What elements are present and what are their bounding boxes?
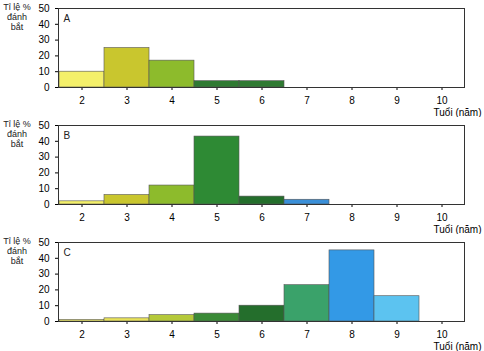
svg-text:40: 40: [38, 19, 50, 30]
svg-text:2: 2: [79, 212, 85, 223]
svg-text:C: C: [64, 247, 71, 258]
html-text:Tỉ lệ % đánh bắt: Tỉ lệ % đánh bắt: [3, 236, 31, 266]
svg-text:5: 5: [214, 95, 220, 106]
svg-text:9: 9: [394, 329, 400, 340]
svg-text:0: 0: [44, 316, 50, 327]
svg-text:20: 20: [38, 167, 50, 178]
svg-text:10: 10: [38, 183, 50, 194]
svg-text:4: 4: [169, 95, 175, 106]
svg-text:6: 6: [259, 329, 265, 340]
svg-text:10: 10: [436, 212, 448, 223]
svg-text:20: 20: [38, 284, 50, 295]
svg-text:10: 10: [436, 95, 448, 106]
svg-text:10: 10: [38, 300, 50, 311]
svg-text:40: 40: [38, 253, 50, 264]
svg-text:5: 5: [214, 329, 220, 340]
html-text:Tỉ lệ % đánh bắt: Tỉ lệ % đánh bắt: [3, 2, 31, 32]
svg-text:50: 50: [38, 3, 50, 14]
svg-text:7: 7: [304, 329, 310, 340]
svg-text:Tuổi (năm): Tuổi (năm): [434, 224, 482, 235]
svg-text:Tuổi (năm): Tuổi (năm): [434, 341, 482, 351]
svg-text:50: 50: [38, 237, 50, 248]
svg-text:3: 3: [124, 212, 130, 223]
svg-text:B: B: [64, 130, 71, 141]
svg-text:30: 30: [38, 268, 50, 279]
svg-text:20: 20: [38, 50, 50, 61]
svg-text:30: 30: [38, 151, 50, 162]
svg-text:6: 6: [259, 212, 265, 223]
svg-text:2: 2: [79, 329, 85, 340]
svg-text:40: 40: [38, 136, 50, 147]
svg-text:2: 2: [79, 95, 85, 106]
svg-text:4: 4: [169, 212, 175, 223]
svg-text:0: 0: [44, 199, 50, 210]
html-text:Tỉ lệ % đánh bắt: Tỉ lệ % đánh bắt: [3, 119, 31, 149]
svg-text:50: 50: [38, 120, 50, 131]
svg-text:A: A: [64, 13, 71, 24]
svg-text:30: 30: [38, 34, 50, 45]
svg-text:7: 7: [304, 212, 310, 223]
svg-text:5: 5: [214, 212, 220, 223]
svg-text:8: 8: [349, 95, 355, 106]
svg-text:9: 9: [394, 212, 400, 223]
svg-text:0: 0: [44, 82, 50, 93]
svg-text:7: 7: [304, 95, 310, 106]
svg-text:4: 4: [169, 329, 175, 340]
svg-text:3: 3: [124, 329, 130, 340]
svg-text:9: 9: [394, 95, 400, 106]
svg-text:10: 10: [436, 329, 448, 340]
svg-text:3: 3: [124, 95, 130, 106]
svg-text:10: 10: [38, 66, 50, 77]
svg-text:8: 8: [349, 329, 355, 340]
svg-text:8: 8: [349, 212, 355, 223]
svg-text:6: 6: [259, 95, 265, 106]
svg-text:Tuổi (năm): Tuổi (năm): [434, 107, 482, 118]
